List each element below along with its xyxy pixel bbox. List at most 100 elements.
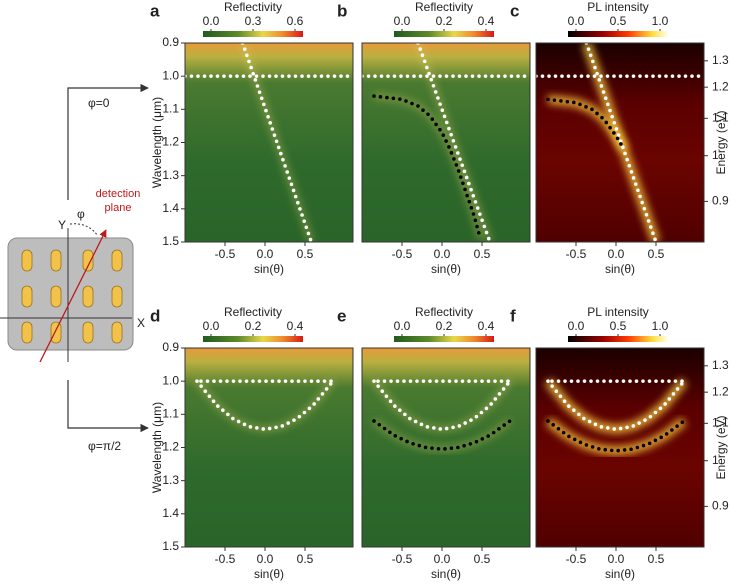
lines [362, 43, 530, 242]
x-tick-label: -0.5 [392, 552, 413, 566]
colorbar-tick-label: 0.4 [287, 319, 304, 333]
y2-tick-label: 1.2 [712, 384, 729, 398]
colorbar-title: Reflectivity [224, 0, 282, 14]
colorbar-tick-label: 0.5 [610, 14, 627, 28]
dotted-line [546, 419, 686, 453]
y-tick-label: 1.1 [162, 102, 179, 116]
colorbar-tick-label: 0.2 [245, 319, 262, 333]
y-axis-label: Wavelength (μm) [150, 97, 164, 188]
panel: -0.5 0.0 0.5 sin(θ) 1.3 1.2 1.1 1 0.9 Energy (eV)… [510, 305, 729, 581]
angle-arc [69, 223, 99, 237]
y-tick-label: 1.0 [162, 373, 179, 387]
x-tick-label: 0.5 [648, 552, 665, 566]
y2-tick-label: 0.9 [712, 194, 729, 208]
colorbar-tick-label: 0.6 [287, 14, 304, 28]
y-tick-label: 1.2 [162, 135, 179, 149]
y2-tick-label: 1.3 [712, 53, 729, 67]
x-tick-label: -0.5 [566, 247, 587, 261]
x-axis-label: sin(θ) [431, 262, 461, 276]
y2-axis-label: Energy (eV) [714, 110, 728, 174]
dotted-line [372, 379, 512, 432]
lines [536, 43, 704, 242]
y2-axis-label: Energy (eV) [714, 415, 728, 479]
y2-tick-label: 0.9 [712, 499, 729, 513]
colorbar-title: Reflectivity [415, 305, 473, 319]
panel: -0.5 0.0 0.5 sin(θ) 1.3 1.2 1.1 1 0.9 Energy (eV)… [510, 0, 729, 276]
y-tick-label: 1.0 [162, 68, 179, 82]
mode-glow [372, 418, 512, 452]
panel-letter: a [150, 1, 160, 20]
x-axis-label: sin(θ) [254, 262, 284, 276]
y2-tick-label: 1 [712, 148, 719, 162]
colorbar [203, 336, 303, 342]
lines [544, 378, 688, 456]
colorbar-tick-label: 0.4 [478, 319, 495, 333]
y-axis-label: Wavelength (μm) [150, 402, 164, 493]
x-tick-label: 0.5 [474, 552, 491, 566]
schematic: φ=0 φ=π/2 X Y φ detection plane [0, 83, 149, 453]
x-tick-label: 0.5 [297, 247, 314, 261]
x-tick-label: 0.5 [648, 247, 665, 261]
colorbar-title: PL intensity [587, 0, 649, 14]
x-tick-label: 0.0 [257, 552, 274, 566]
y-tick-label: 1.3 [162, 473, 179, 487]
colorbar-tick-label: 0.2 [436, 319, 453, 333]
dotted-line [416, 43, 492, 242]
x-tick-label: 0.0 [434, 552, 451, 566]
colorbar-tick-label: 0.0 [568, 319, 585, 333]
panel: -0.5 0.0 0.5 sin(θ) e Reflectivity 0.0 0.2 0.4 [337, 305, 531, 581]
colorbar-tick-label: 1.0 [652, 319, 669, 333]
colorbar-title: Reflectivity [415, 0, 473, 14]
y-tick-label: 1.4 [162, 506, 179, 520]
colorbar-tick-label: 0.0 [394, 319, 411, 333]
x-axis-label: X [137, 316, 145, 330]
dotted-line [546, 379, 686, 432]
colorbar-tick-label: 0.4 [478, 14, 495, 28]
panel-letter: f [510, 306, 516, 325]
heatmap-image [185, 348, 353, 547]
colorbar-tick-label: 1.0 [652, 14, 669, 28]
colorbar-tick-label: 0.0 [568, 14, 585, 28]
x-axis-label: sin(θ) [431, 567, 461, 581]
y-tick-label: 1.4 [162, 201, 179, 215]
frame [361, 347, 531, 548]
panel-letter: c [510, 1, 519, 20]
x-axis-label: sin(θ) [605, 262, 635, 276]
frame [535, 347, 705, 548]
x-tick-label: 0.0 [434, 247, 451, 261]
colorbar-title: Reflectivity [224, 305, 282, 319]
y-axis-label: Y [58, 218, 66, 232]
lines [195, 379, 335, 432]
x-tick-label: 0.5 [474, 247, 491, 261]
colorbar [203, 31, 303, 37]
colorbar [394, 336, 494, 342]
y-tick-label: 0.9 [162, 35, 179, 49]
lines [185, 43, 353, 242]
colorbar-tick-label: 0.0 [394, 14, 411, 28]
colorbar-tick-label: 0.0 [203, 14, 220, 28]
detection-label: detection [96, 188, 141, 200]
x-axis-label: sin(θ) [605, 567, 635, 581]
colorbar-tick-label: 0.5 [610, 319, 627, 333]
x-tick-label: -0.5 [215, 247, 236, 261]
panel-letter: b [337, 1, 347, 20]
dotted-line [372, 94, 483, 241]
x-tick-label: 0.5 [297, 552, 314, 566]
x-axis-label: sin(θ) [254, 567, 284, 581]
y-tick-label: 1.5 [162, 234, 179, 248]
y-tick-label: 1.1 [162, 407, 179, 421]
arrow [67, 380, 149, 433]
panel: -0.5 0.0 0.5 sin(θ) b Reflectivity 0.0 0.2 0.4 [337, 0, 531, 276]
phi90-label: φ=π/2 [88, 439, 121, 453]
frame [361, 42, 531, 243]
panel-letter: d [150, 306, 160, 325]
x-tick-label: 0.0 [608, 247, 625, 261]
x-tick-label: -0.5 [392, 247, 413, 261]
colorbar-tick-label: 0.0 [203, 319, 220, 333]
dotted-line [546, 97, 626, 151]
colorbar-tick-label: 0.3 [245, 14, 262, 28]
y-tick-label: 0.9 [162, 340, 179, 354]
x-tick-label: 0.0 [608, 552, 625, 566]
colorbar-tick-label: 0.2 [436, 14, 453, 28]
